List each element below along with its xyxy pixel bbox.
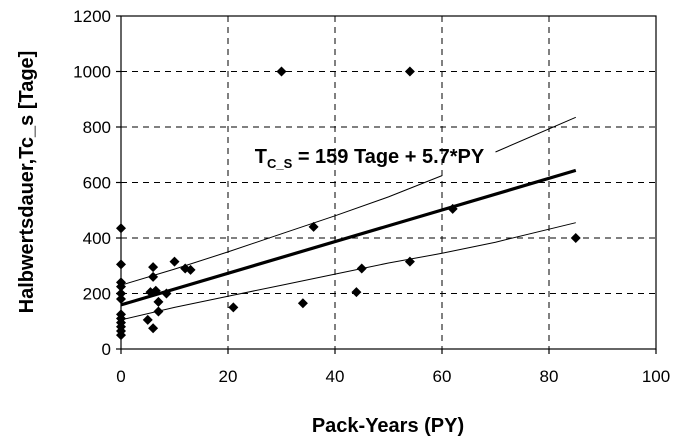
regression-equation: TC_S = 159 Tage + 5.7*PY [255, 146, 485, 171]
upper-confidence-band [120, 175, 443, 286]
data-point [297, 298, 308, 309]
grid [121, 16, 656, 349]
equation-main: T [255, 146, 267, 168]
y-axis-title: Halbwertsdauer,Tc_s [Tage] [16, 51, 38, 314]
data-point [148, 262, 159, 273]
data-point [150, 285, 161, 296]
data-point [570, 233, 581, 243]
data-point [116, 330, 126, 341]
x-tick-label: 60 [433, 367, 452, 386]
data-point [447, 203, 458, 214]
data-point [308, 221, 319, 232]
data-point [228, 302, 239, 313]
data-point [153, 306, 164, 317]
y-tick-label: 1200 [73, 7, 111, 26]
y-tick-labels: 0 200 400 600 800 1000 1200 [73, 7, 111, 359]
data-point [404, 66, 415, 77]
data-point [116, 281, 126, 292]
data-point [404, 256, 415, 267]
data-point [351, 287, 362, 298]
confidence-bands [120, 116, 576, 321]
data-point [153, 296, 164, 307]
y-tick-label: 800 [83, 118, 111, 137]
x-tick-label: 40 [326, 367, 345, 386]
data-point [142, 314, 153, 325]
data-point [116, 288, 126, 299]
y-tick-label: 400 [83, 229, 111, 248]
x-axis-title: Pack-Years (PY) [312, 415, 464, 437]
data-point [116, 223, 126, 234]
data-point [116, 259, 126, 270]
data-point [185, 264, 196, 275]
y-tick-label: 600 [83, 174, 111, 193]
equation-rest: = 159 Tage + 5.7*PY [292, 146, 485, 168]
data-point [356, 263, 367, 274]
data-point [148, 271, 159, 282]
x-tick-label: 20 [219, 367, 238, 386]
data-points [116, 66, 581, 341]
x-tick-label: 100 [642, 367, 670, 386]
upper-confidence-band-extension [495, 116, 576, 153]
data-point [276, 66, 287, 77]
data-point [148, 323, 159, 334]
data-point [161, 288, 172, 299]
y-tick-label: 200 [83, 285, 111, 304]
axis-ticks [116, 15, 657, 354]
x-tick-labels: 0 20 40 60 80 100 [116, 367, 670, 386]
y-tick-label: 0 [102, 340, 111, 359]
lower-confidence-band [120, 222, 576, 321]
data-point [169, 256, 180, 267]
x-tick-label: 0 [116, 367, 125, 386]
data-point [116, 294, 126, 305]
x-tick-label: 80 [540, 367, 559, 386]
y-tick-label: 1000 [73, 63, 111, 82]
regression-line [120, 168, 577, 307]
equation-subscript: C_S [267, 156, 293, 171]
